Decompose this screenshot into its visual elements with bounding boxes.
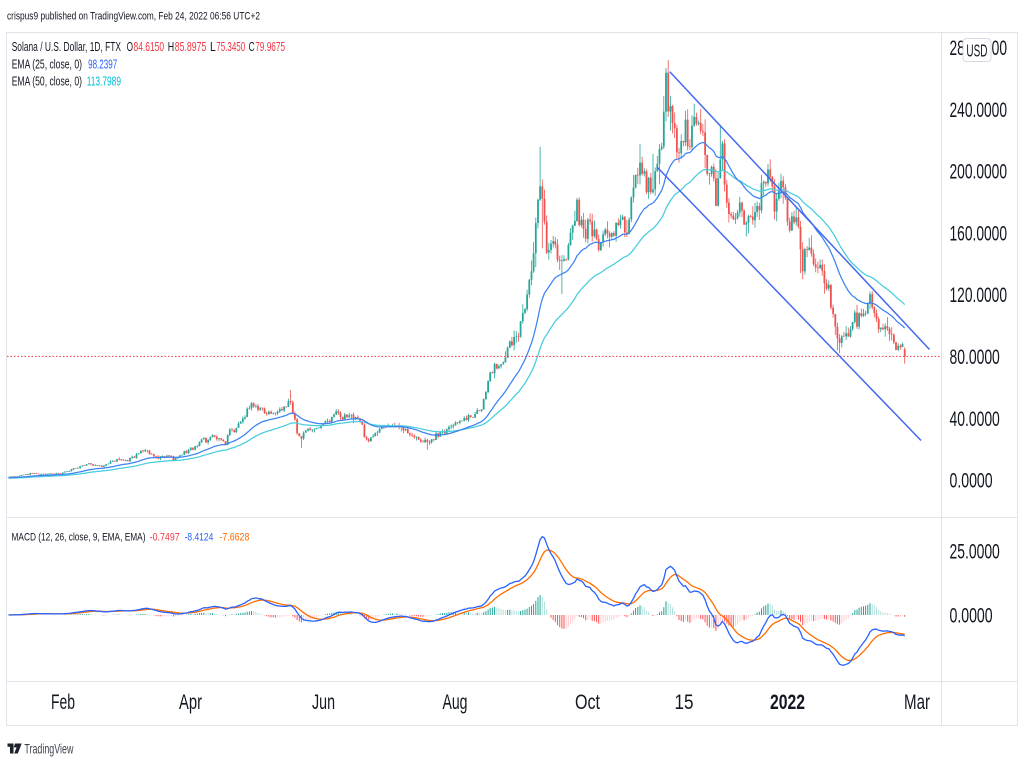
svg-text:40.0000: 40.0000 [950,408,1000,431]
svg-text:C: C [249,40,255,54]
svg-text:TradingView: TradingView [24,742,73,757]
svg-text:Apr: Apr [179,691,202,714]
svg-text:Jun: Jun [312,691,335,714]
svg-text:EMA (25, close, 0): EMA (25, close, 0) [12,58,82,72]
svg-text:crispus9 published on TradingV: crispus9 published on TradingView.com, F… [7,11,260,23]
svg-text:85.8975: 85.8975 [175,40,207,54]
svg-text:120.0000: 120.0000 [950,284,1008,307]
svg-text:15: 15 [675,691,694,714]
svg-text:Mar: Mar [904,691,930,714]
svg-text:MACD (12, 26, close, 9, EMA, E: MACD (12, 26, close, 9, EMA, EMA) [12,532,146,544]
svg-text:Solana / U.S. Dollar, 1D, FTX: Solana / U.S. Dollar, 1D, FTX [12,40,122,54]
svg-text:-7.6628: -7.6628 [219,532,249,544]
svg-text:80.0000: 80.0000 [950,346,1000,369]
svg-text:200.0000: 200.0000 [950,161,1008,184]
svg-text:L: L [210,40,216,54]
svg-text:75.3450: 75.3450 [216,40,245,54]
svg-text:160.0000: 160.0000 [950,222,1008,245]
svg-text:0.0000: 0.0000 [950,470,993,493]
svg-text:0.0000: 0.0000 [950,605,993,628]
svg-text:O: O [127,40,134,54]
svg-text:98.2397: 98.2397 [88,58,117,72]
svg-text:240.0000: 240.0000 [950,99,1008,122]
svg-text:USD: USD [966,40,987,60]
svg-text:EMA (50, close, 0): EMA (50, close, 0) [12,75,82,89]
svg-text:25.0000: 25.0000 [950,541,1000,564]
svg-text:113.7989: 113.7989 [87,75,121,89]
svg-text:79.9675: 79.9675 [255,40,285,54]
svg-text:Oct: Oct [575,691,600,714]
svg-text:84.6150: 84.6150 [134,40,165,54]
svg-text:-0.7497: -0.7497 [150,532,180,544]
svg-text:2022: 2022 [770,691,805,714]
svg-text:-8.4124: -8.4124 [185,532,214,544]
svg-text:Aug: Aug [443,691,468,714]
svg-text:H: H [168,40,174,54]
svg-text:Feb: Feb [51,691,75,714]
